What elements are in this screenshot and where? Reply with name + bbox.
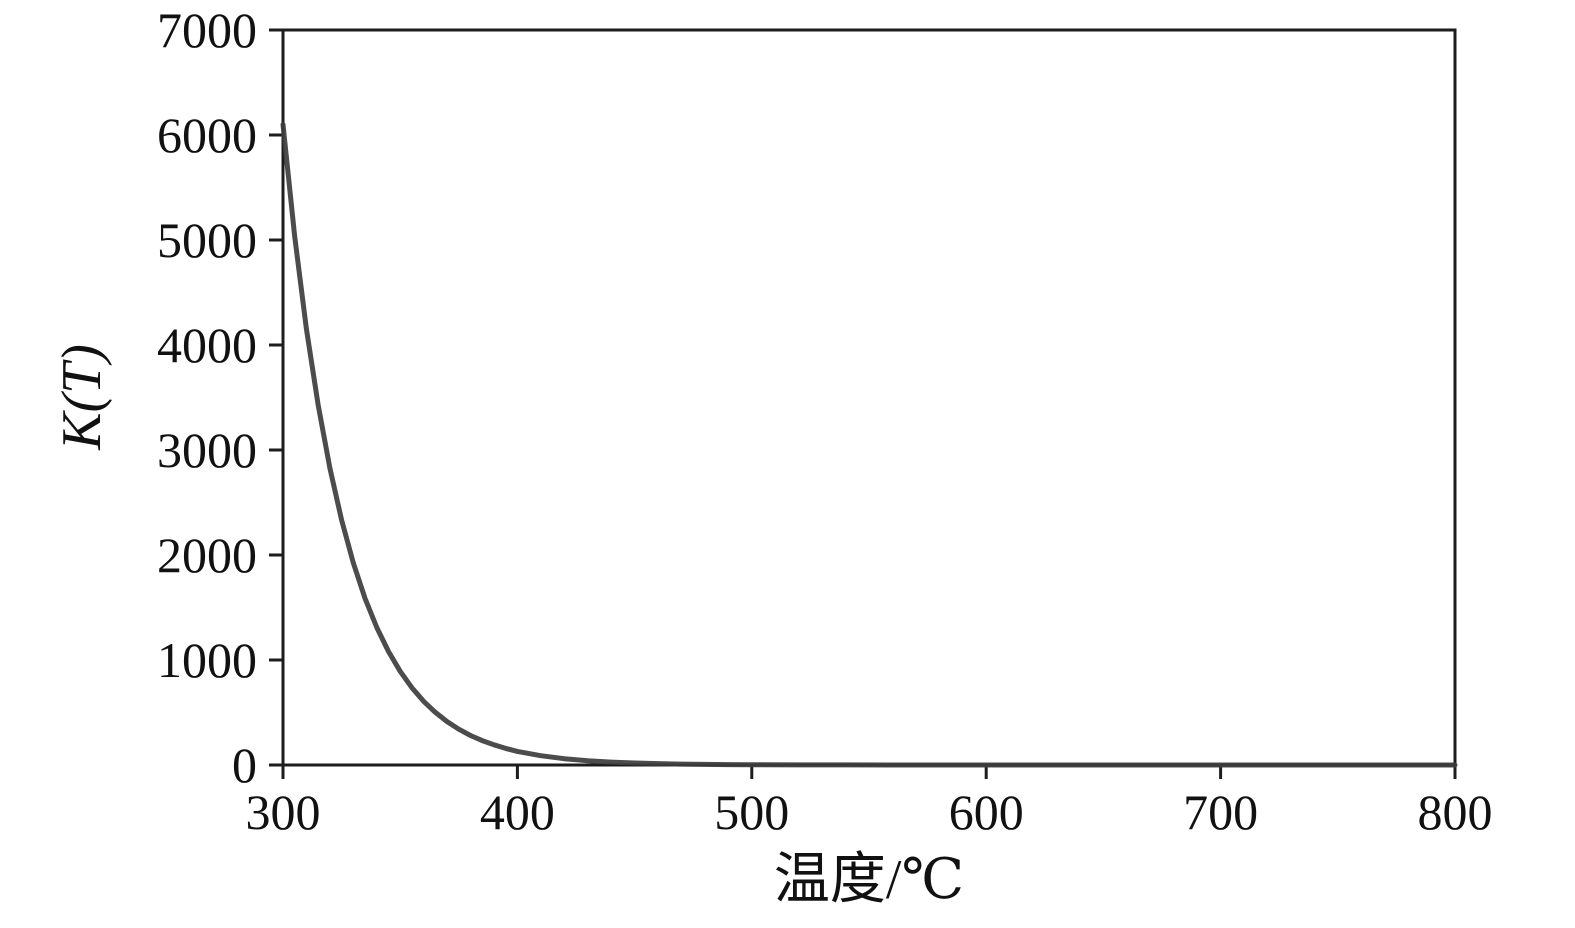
y-tick-label: 7000	[157, 2, 257, 58]
x-axis-label: 温度/℃	[774, 849, 964, 911]
x-tick-label: 400	[480, 784, 555, 840]
y-tick-label: 3000	[157, 422, 257, 478]
ticks-layer: 300 400 500 600 700 800 0 1000 2000 3000 4000 5000 6…	[157, 2, 1493, 840]
x-tick-label: 500	[714, 784, 789, 840]
x-tick-label: 800	[1418, 784, 1493, 840]
x-tick-label: 300	[246, 784, 321, 840]
y-tick-label: 1000	[157, 632, 257, 688]
x-tick-label: 600	[949, 784, 1024, 840]
series-line	[280, 122, 1458, 768]
y-axis-label: K(T)	[51, 344, 113, 451]
plot-border	[281, 28, 1457, 767]
x-tick-label: 700	[1183, 784, 1258, 840]
y-tick-label: 6000	[157, 107, 257, 163]
y-tick-label: 0	[232, 737, 257, 793]
y-tick-label: 2000	[157, 527, 257, 583]
y-tick-label: 4000	[157, 317, 257, 373]
y-tick-label: 5000	[157, 212, 257, 268]
